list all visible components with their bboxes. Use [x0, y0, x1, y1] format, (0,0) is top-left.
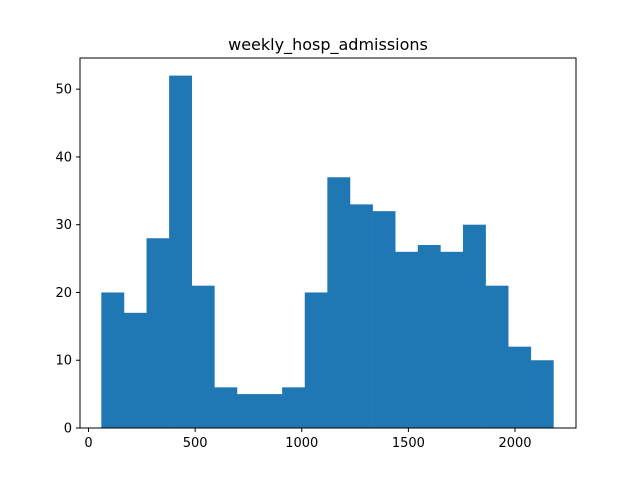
histogram-bar — [169, 75, 193, 428]
histogram-bar — [462, 224, 486, 428]
histogram-bar — [236, 394, 260, 428]
histogram-bar — [508, 346, 532, 428]
histogram-bar — [146, 238, 170, 428]
y-tick-label: 50 — [55, 83, 72, 98]
histogram-bar — [395, 251, 419, 428]
bars-group — [101, 75, 554, 428]
x-tick-label: 1500 — [392, 436, 425, 451]
y-axis: 0 10 20 30 40 50 — [55, 83, 80, 437]
histogram-bar — [191, 285, 215, 428]
histogram-bar — [304, 292, 328, 428]
plot-frame — [79, 57, 577, 429]
y-tick-label: 0 — [64, 422, 72, 437]
histogram-bar — [485, 285, 509, 428]
histogram-bar — [417, 245, 441, 428]
histogram-bar — [101, 292, 125, 428]
x-axis: 0 500 1000 1500 2000 — [84, 428, 532, 451]
y-tick-label: 10 — [55, 354, 72, 369]
histogram-bar — [440, 251, 464, 428]
histogram-bar — [214, 387, 238, 428]
x-tick-label: 0 — [84, 436, 92, 451]
histogram-bar — [123, 312, 147, 428]
histogram-bar — [282, 387, 306, 428]
histogram-bar — [530, 360, 554, 428]
y-tick-label: 20 — [55, 286, 72, 301]
histogram-bar — [327, 177, 351, 428]
histogram-bar — [259, 394, 283, 428]
y-tick-label: 30 — [55, 218, 72, 233]
histogram-bar — [349, 204, 373, 428]
y-tick-label: 40 — [55, 150, 72, 165]
x-tick-label: 2000 — [498, 436, 531, 451]
x-tick-label: 500 — [183, 436, 208, 451]
x-tick-label: 1000 — [285, 436, 318, 451]
histogram-bar — [372, 211, 396, 428]
chart-title: weekly_hosp_admissions — [228, 35, 428, 55]
